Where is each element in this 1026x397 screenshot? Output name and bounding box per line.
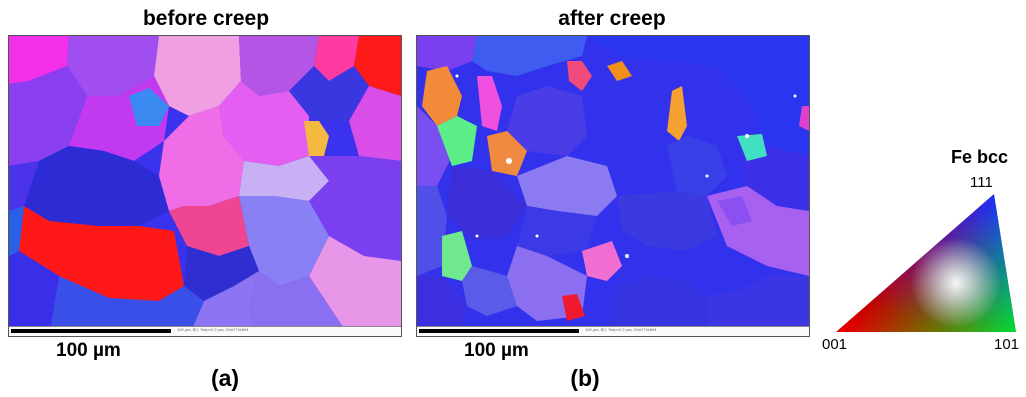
corner-label-101: 101 bbox=[994, 336, 1020, 353]
grain-map-before bbox=[9, 36, 401, 336]
acquisition-info: 100 µm; BC; Step=0.2 µm; Grid774x604 bbox=[177, 327, 249, 332]
ebsd-map-before-creep: 100 µm; BC; Step=0.2 µm; Grid774x604 bbox=[8, 35, 402, 337]
acquisition-info: 100 µm; BC; Step=0.2 µm; Grid774x604 bbox=[585, 327, 657, 332]
scale-label-a: 100 µm bbox=[56, 340, 121, 361]
scalebar-strip: 100 µm; BC; Step=0.2 µm; Grid774x604 bbox=[9, 326, 401, 336]
panel-a-title: before creep bbox=[142, 7, 270, 30]
panel-label-b: (b) bbox=[570, 365, 600, 391]
scale-bar bbox=[11, 329, 171, 333]
scalebar-strip: 100 µm; BC; Step=0.2 µm; Grid774x604 bbox=[417, 326, 809, 336]
panel-label-a: (a) bbox=[210, 365, 240, 391]
panel-b-title: after creep bbox=[558, 7, 666, 30]
legend-title: Fe bcc bbox=[951, 147, 1009, 167]
scale-label-b: 100 µm bbox=[464, 340, 529, 361]
corner-label-111: 111 bbox=[970, 174, 993, 191]
ebsd-map-after-creep: 100 µm; BC; Step=0.2 µm; Grid774x604 bbox=[416, 35, 810, 337]
scale-bar bbox=[419, 329, 579, 333]
ipf-color-key-triangle bbox=[836, 194, 1016, 332]
corner-label-001: 001 bbox=[822, 336, 848, 353]
grain-map-after bbox=[417, 36, 809, 336]
